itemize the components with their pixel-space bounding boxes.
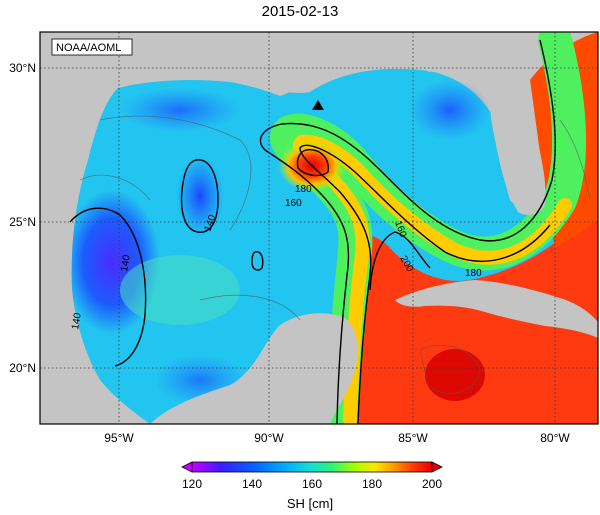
- cool-region-northeast: [410, 80, 490, 140]
- colorbar-tick-label: 200: [422, 477, 442, 491]
- contour-label: 180: [295, 184, 312, 195]
- contour-140-west: [69, 207, 147, 367]
- contour-200-caribbean: [369, 231, 431, 291]
- contour-140-ring: [251, 251, 264, 271]
- axis-labels: 95°W 90°W 85°W 80°W 30°N 25°N 20°N: [9, 61, 570, 445]
- contour-lines: [69, 39, 556, 424]
- colorbar-tick-label: 120: [182, 477, 202, 491]
- lon-tick-label: 95°W: [104, 431, 134, 445]
- map-body: 140 140 140 160 160 180 180 200: [40, 32, 598, 424]
- map-frame: [39, 31, 599, 425]
- teal-region: [120, 255, 240, 325]
- colorbar-gradient: [191, 461, 433, 473]
- contour-label: 180: [465, 268, 482, 279]
- colorbar-tick-label: 180: [362, 477, 382, 491]
- cool-eddy-central: [176, 156, 224, 236]
- lat-tick-label: 20°N: [9, 361, 36, 375]
- credit-box: [51, 38, 133, 56]
- lat-tick-label: 30°N: [9, 61, 36, 75]
- cool-region-north: [120, 88, 240, 132]
- land-us-gulf-coast: [40, 32, 502, 424]
- lat-tick-label: 25°N: [9, 215, 36, 229]
- map-title: 2015-02-13: [261, 3, 339, 20]
- contour-label: 140: [119, 254, 133, 273]
- lon-tick-label: 85°W: [398, 431, 428, 445]
- contour-label: 140: [70, 312, 84, 331]
- land-florida: [489, 32, 546, 216]
- contour-160-loop: [259, 39, 556, 424]
- contour-label: 160: [285, 198, 302, 209]
- land-cuba: [395, 280, 598, 338]
- contour-180-loop: [299, 144, 551, 424]
- colorbar-min-arrow-icon: [181, 461, 193, 473]
- lon-tick-label: 80°W: [540, 431, 570, 445]
- map-gridlines: [40, 32, 598, 424]
- land-yucatan: [150, 313, 358, 424]
- colorbar-tick-label: 140: [242, 477, 262, 491]
- contour-180-eddy: [296, 149, 329, 177]
- caribbean-warm-core: [425, 349, 485, 401]
- lon-tick-label: 90°W: [254, 431, 284, 445]
- colorbar: 120 140 160 180 200: [181, 461, 443, 491]
- minor-contours: [79, 115, 591, 394]
- contour-140-central: [180, 159, 219, 233]
- colorbar-unit-label: SH [cm]: [286, 496, 334, 511]
- colorbar-tick-label: 160: [302, 477, 322, 491]
- colorbar-max-arrow-icon: [431, 461, 443, 473]
- credit-label: NOAA/AOML: [56, 42, 121, 54]
- station-marker-icon: [312, 100, 324, 110]
